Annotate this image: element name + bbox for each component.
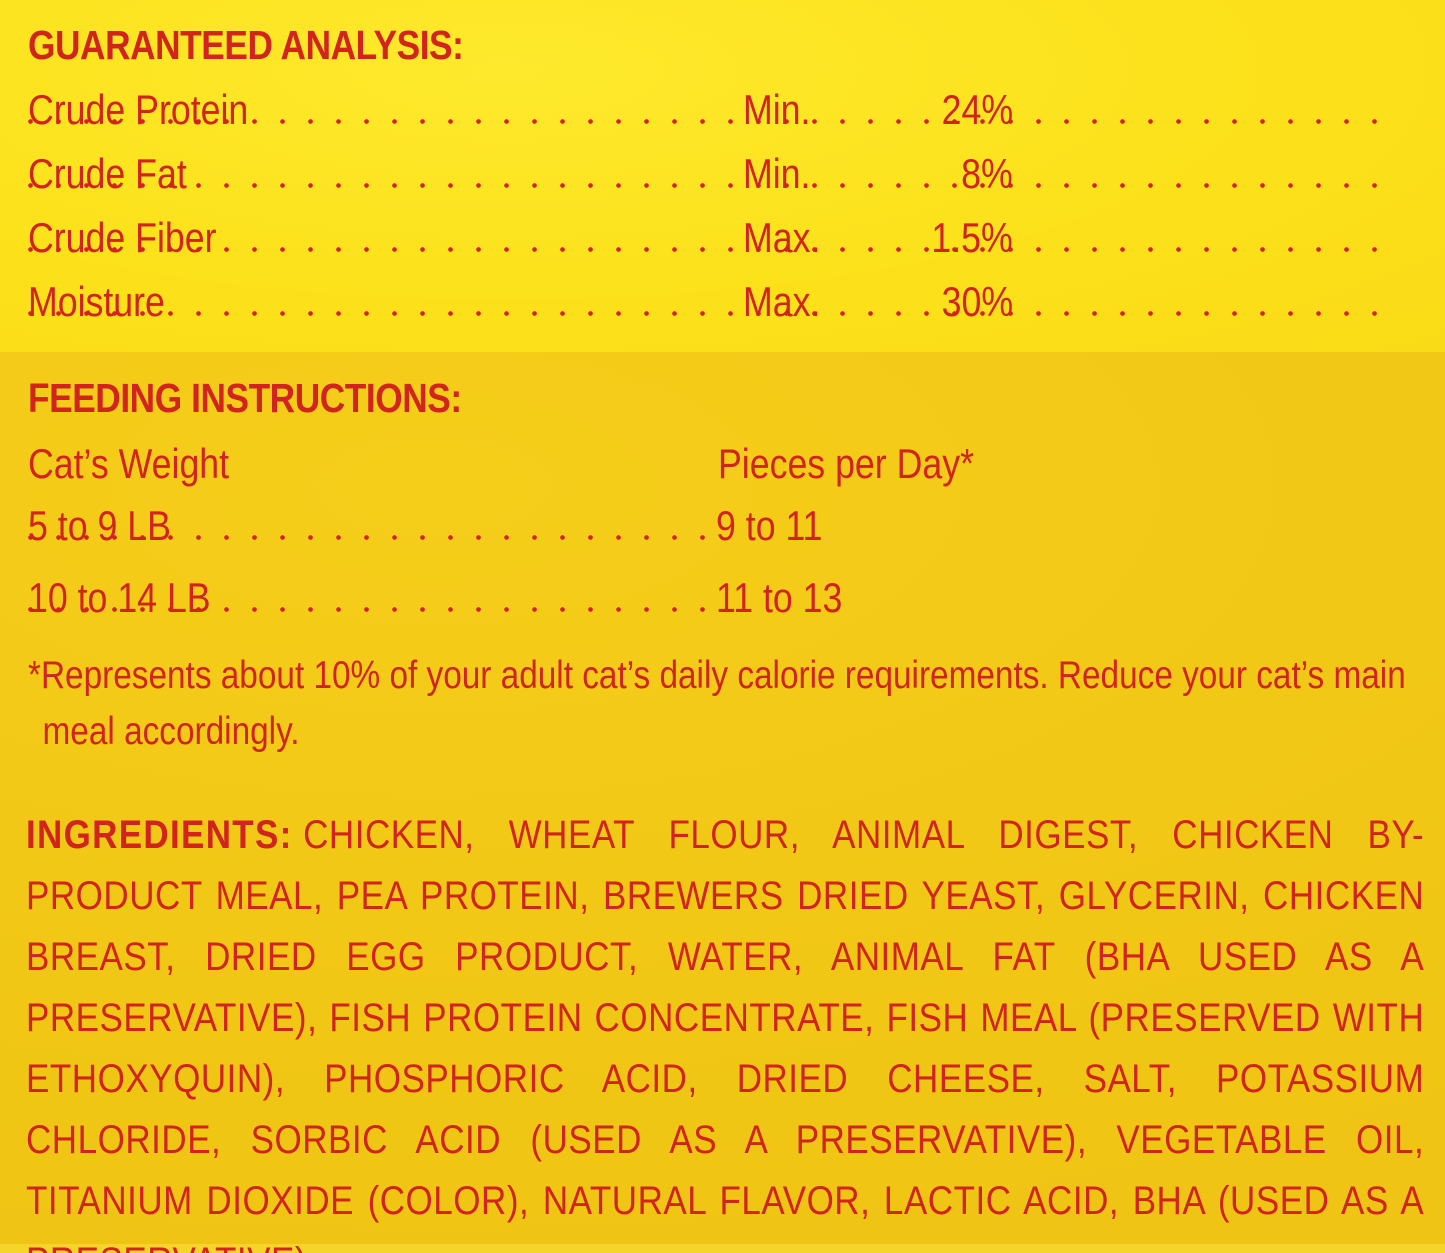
nutrient-basis: Max. bbox=[743, 214, 821, 261]
table-row: 5 to 9 LB 9 to 11 bbox=[28, 502, 1388, 574]
cat-weight-value: 5 to 9 LB bbox=[28, 502, 171, 549]
guaranteed-analysis-heading: GUARANTEED ANALYSIS: bbox=[28, 22, 464, 68]
table-row: Crude Protein Min. 24% bbox=[28, 86, 1388, 150]
feeding-footnote-text: *Represents about 10% of your adult cat’… bbox=[28, 654, 1406, 753]
ingredients-section: INGREDIENTS: CHICKEN, WHEAT FLOUR, ANIMAL… bbox=[26, 805, 1424, 1253]
dot-leader bbox=[28, 308, 1388, 318]
feeding-instructions-heading: FEEDING INSTRUCTIONS: bbox=[28, 375, 462, 421]
nutrient-name: Crude Protein bbox=[28, 86, 249, 133]
nutrient-value: 8% bbox=[961, 150, 1013, 197]
nutrient-value: 30% bbox=[941, 278, 1013, 325]
feeding-instructions-table: Cat’s Weight Pieces per Day* 5 to 9 LB 9… bbox=[28, 440, 1388, 646]
table-row: Crude Fat Min. 8% bbox=[28, 150, 1388, 214]
ingredients-paragraph: INGREDIENTS: CHICKEN, WHEAT FLOUR, ANIMAL… bbox=[26, 805, 1424, 1253]
pieces-per-day-value: 9 to 11 bbox=[716, 502, 823, 549]
nutrient-basis: Min. bbox=[743, 86, 811, 133]
nutrient-value: 1.5% bbox=[931, 214, 1013, 261]
table-row: Moisture Max. 30% bbox=[28, 278, 1388, 342]
feeding-footnote: *Represents about 10% of your adult cat’… bbox=[28, 648, 1423, 760]
nutrient-basis: Min. bbox=[743, 150, 811, 197]
pieces-per-day-value: 11 to 13 bbox=[716, 574, 843, 621]
background-band-bottom bbox=[0, 352, 1445, 1247]
background-band-top bbox=[0, 0, 1445, 352]
cat-weight-value: 10 to 14 LB bbox=[28, 574, 211, 621]
dot-leader bbox=[28, 116, 1388, 126]
column-header-pieces: Pieces per Day* bbox=[718, 440, 974, 487]
ingredients-label: INGREDIENTS: bbox=[26, 813, 293, 857]
nutrient-name: Crude Fiber bbox=[28, 214, 217, 261]
table-row: 10 to 14 LB 11 to 13 bbox=[28, 574, 1388, 646]
dot-leader bbox=[28, 532, 718, 542]
background-footer-strip bbox=[0, 1244, 1445, 1253]
guaranteed-analysis-table: Crude Protein Min. 24% Crude Fat Min. 8%… bbox=[28, 86, 1388, 342]
dot-leader bbox=[28, 244, 1388, 254]
dot-leader bbox=[28, 604, 718, 614]
column-header-weight: Cat’s Weight bbox=[28, 440, 230, 487]
nutrient-basis: Max. bbox=[743, 278, 821, 325]
table-header-row: Cat’s Weight Pieces per Day* bbox=[28, 440, 1388, 502]
dot-leader bbox=[28, 180, 1388, 190]
ingredients-list: CHICKEN, WHEAT FLOUR, ANIMAL DIGEST, CHI… bbox=[26, 813, 1425, 1253]
nutrient-value: 24% bbox=[941, 86, 1013, 133]
nutrient-name: Crude Fat bbox=[28, 150, 187, 197]
nutrient-name: Moisture bbox=[28, 278, 165, 325]
table-row: Crude Fiber Max. 1.5% bbox=[28, 214, 1388, 278]
